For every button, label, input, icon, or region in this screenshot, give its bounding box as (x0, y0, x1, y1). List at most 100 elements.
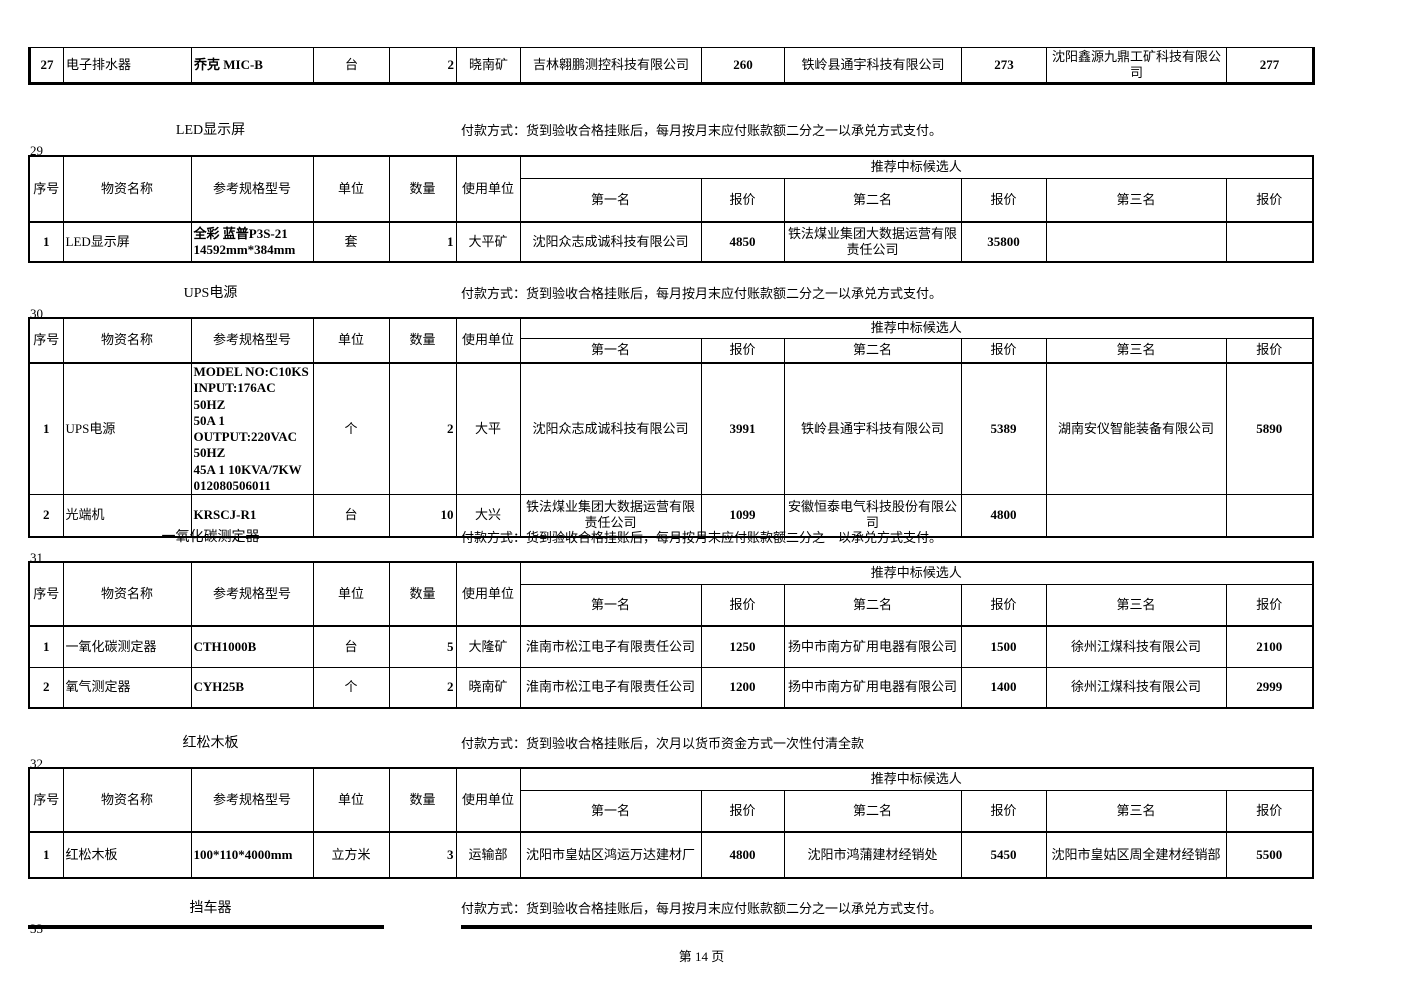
cell-second-price: 5389 (960, 362, 1047, 495)
col-header-price-2: 报价 (960, 337, 1047, 364)
cell-user-unit: 大平 (455, 362, 521, 495)
payment-terms: 付款方式：货到验收合格挂账后，每月按月末应付账款额二分之一以承兑方式支付。 (461, 530, 943, 545)
col-header-price-2: 报价 (960, 177, 1047, 223)
table-row: 1 LED显示屏 全彩 蓝普P3S-21 14592mm*384mm 套 1 大… (28, 221, 1314, 263)
cell-user-unit: 晓南矿 (455, 666, 521, 709)
col-header-name: 物资名称 (62, 155, 192, 223)
cell-second-price: 5450 (960, 831, 1047, 879)
cell-second-price: 1500 (960, 625, 1047, 668)
col-header-user-unit: 使用单位 (455, 155, 521, 223)
col-header-third: 第三名 (1045, 789, 1227, 833)
cell-first-candidate: 铁法煤业集团大数据运营有限责任公司 (519, 494, 702, 537)
cell-third-candidate: 湖南安仪智能装备有限公司 (1045, 362, 1227, 495)
cell-qty: 1 (388, 221, 457, 263)
cell-second-candidate: 铁岭县通宇科技有限公司 (783, 362, 962, 495)
carryover-table: 27 电子排水器 乔克 MIC-B 台 2 晓南矿 吉林翱鹏测控科技有限公司 2… (28, 47, 1315, 85)
section-title: 挡车器 (189, 901, 232, 916)
cell-first-price: 4850 (700, 221, 785, 263)
cell-spec: CTH1000B (190, 625, 314, 668)
cell-second-candidate: 铁岭县通宇科技有限公司 (784, 47, 962, 84)
cell-spec: CYH25B (190, 666, 314, 709)
table-row: 27 电子排水器 乔克 MIC-B 台 2 晓南矿 吉林翱鹏测控科技有限公司 2… (29, 47, 1314, 84)
cell-material-name: LED显示屏 (62, 221, 192, 263)
page-number: 第 14 页 (678, 949, 725, 964)
cell-qty: 3 (388, 831, 457, 879)
cell-user-unit: 大平矿 (455, 221, 521, 263)
section-29-header: 29 LED显示屏 付款方式：货到验收合格挂账后，每月按月末应付账款额二分之一以… (28, 117, 1318, 158)
section-title: 红松木板 (182, 736, 239, 751)
cell-seq: 2 (28, 494, 64, 537)
cell-spec: 100*110*4000mm (190, 831, 314, 879)
header-row-candidates: 序号 物资名称 参考规格型号 单位 数量 使用单位 推荐中标候选人 (28, 317, 1314, 364)
col-header-third: 第三名 (1045, 177, 1227, 223)
cell-second-candidate: 扬中市南方矿用电器有限公司 (783, 666, 962, 709)
col-header-second: 第二名 (783, 583, 962, 627)
cell-spec: KRSCJ-R1 (190, 494, 314, 537)
cell-material-name: 红松木板 (62, 831, 192, 879)
section-32-table: 序号 物资名称 参考规格型号 单位 数量 使用单位 推荐中标候选人 第一名 报价… (28, 767, 1314, 879)
col-header-unit: 单位 (312, 561, 390, 627)
cell-material-name: 氧气测定器 (62, 666, 192, 709)
col-header-user-unit: 使用单位 (455, 317, 521, 364)
table-row: 2 光端机 KRSCJ-R1 台 10 大兴 铁法煤业集团大数据运营有限责任公司… (28, 494, 1314, 537)
cell-third-price: 2100 (1225, 625, 1314, 668)
cell-first-price: 1099 (700, 494, 785, 537)
table-row: 1 一氧化碳测定器 CTH1000B 台 5 大隆矿 淮南市松江电子有限责任公司… (28, 625, 1314, 668)
col-header-name: 物资名称 (62, 767, 192, 833)
cell-user-unit: 晓南矿 (456, 47, 521, 84)
header-row-ranks: 第一名 报价 第二名 报价 第三名 报价 (29, 177, 1314, 223)
col-header-seq: 序号 (28, 561, 64, 627)
section-title: LED显示屏 (175, 123, 246, 138)
col-header-spec: 参考规格型号 (190, 767, 314, 833)
col-header-qty: 数量 (388, 155, 457, 223)
cell-first-price: 260 (701, 47, 785, 84)
payment-terms: 付款方式：货到验收合格挂账后，每月按月末应付账款额二分之一以承兑方式支付。 (461, 901, 943, 916)
header-row-candidates: 序号 物资名称 参考规格型号 单位 数量 使用单位 推荐中标候选人 (28, 767, 1314, 833)
col-header-spec: 参考规格型号 (190, 317, 314, 364)
page-break-rule-left (28, 925, 384, 929)
cell-second-price: 273 (961, 47, 1047, 84)
col-header-qty: 数量 (388, 561, 457, 627)
cell-qty: 5 (388, 625, 457, 668)
col-header-candidates: 推荐中标候选人 (519, 317, 1314, 339)
cell-spec: 乔克 MIC-B (191, 47, 314, 84)
cell-first-candidate: 沈阳众志成诚科技有限公司 (519, 221, 702, 263)
cell-unit: 台 (312, 494, 390, 537)
section-31-table: 序号 物资名称 参考规格型号 单位 数量 使用单位 推荐中标候选人 第一名 报价… (28, 561, 1314, 709)
cell-first-price: 4800 (700, 831, 785, 879)
cell-seq: 1 (28, 221, 64, 263)
col-header-name: 物资名称 (62, 561, 192, 627)
header-row-ranks: 第一名 报价 第二名 报价 第三名 报价 (29, 789, 1314, 833)
cell-first-price: 1200 (700, 666, 785, 709)
col-header-name: 物资名称 (62, 317, 192, 364)
cell-unit: 套 (312, 221, 390, 263)
cell-third-candidate: 徐州江煤科技有限公司 (1045, 666, 1227, 709)
section-30-header: 30 UPS电源 付款方式：货到验收合格挂账后，每月按月末应付账款额二分之一以承… (28, 280, 1318, 321)
table-row: 1 红松木板 100*110*4000mm 立方米 3 运输部 沈阳市皇姑区鸿运… (28, 831, 1314, 879)
cell-qty: 2 (388, 362, 457, 495)
col-header-price-3: 报价 (1225, 337, 1314, 364)
cell-material-name: 一氧化碳测定器 (62, 625, 192, 668)
header-row-candidates: 序号 物资名称 参考规格型号 单位 数量 使用单位 推荐中标候选人 (28, 155, 1314, 223)
col-header-first: 第一名 (519, 583, 702, 627)
cell-material-name: UPS电源 (62, 362, 192, 495)
col-header-first: 第一名 (519, 177, 702, 223)
cell-second-candidate: 铁法煤业集团大数据运营有限责任公司 (783, 221, 962, 263)
cell-qty: 2 (388, 666, 457, 709)
cell-material-name: 光端机 (62, 494, 192, 537)
col-header-price-2: 报价 (960, 583, 1047, 627)
col-header-price-1: 报价 (700, 583, 785, 627)
cell-seq: 1 (28, 625, 64, 668)
section-31-header: 31 一氧化碳测定器 付款方式：货到验收合格挂账后，每月按月末应付账款额二分之一… (28, 524, 1318, 565)
col-header-third: 第三名 (1045, 337, 1227, 364)
cell-third-candidate: 徐州江煤科技有限公司 (1045, 625, 1227, 668)
col-header-price-1: 报价 (700, 337, 785, 364)
section-title: UPS电源 (183, 286, 238, 301)
cell-second-candidate: 安徽恒泰电气科技股份有限公司 (783, 494, 962, 537)
cell-second-price: 35800 (960, 221, 1047, 263)
cell-material-name: 电子排水器 (63, 47, 192, 84)
col-header-qty: 数量 (388, 317, 457, 364)
table-row: 1 UPS电源 MODEL NO:C10KS INPUT:176AC 50HZ … (28, 362, 1314, 495)
section-number: 29 (30, 143, 43, 158)
